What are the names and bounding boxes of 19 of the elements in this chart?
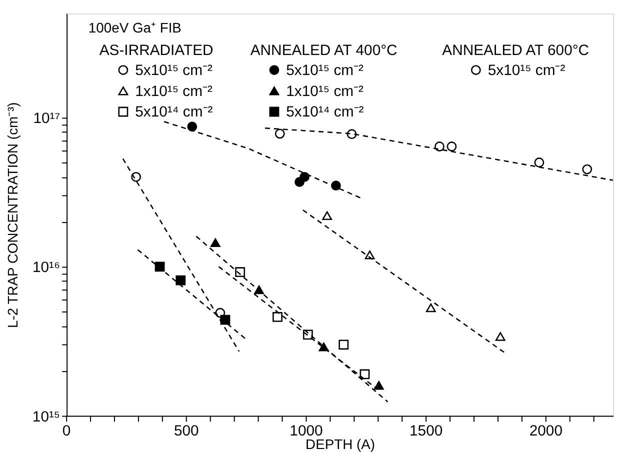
legend-label: 1x10¹⁵ cm⁻² <box>286 84 364 100</box>
legend-label: 5x10¹⁵ cm⁻² <box>488 62 566 79</box>
x-tick-label: 500 <box>174 424 199 440</box>
y-tick-label: 10¹⁷ <box>33 111 60 128</box>
y-tick-label: 10¹⁶ <box>32 260 60 276</box>
annotation: ANNEALED AT 400°C <box>250 43 398 60</box>
legend-label: 5x10¹⁴ cm⁻² <box>135 104 213 121</box>
annotation: ANNEALED AT 600°C <box>442 43 590 60</box>
x-tick-label: 1500 <box>410 424 443 440</box>
x-tick-label: 0 <box>62 424 71 440</box>
y-tick-label: 10¹⁵ <box>32 409 60 426</box>
legend-title: 100eV Ga⁺ FIB <box>88 19 182 36</box>
legend-label: 5x10¹⁴ cm⁻² <box>286 104 364 121</box>
y-axis-title: L-2 TRAP CONCENTRATION (cm⁻³) <box>4 102 20 328</box>
legend-label: 1x10¹⁵ cm⁻² <box>135 84 213 100</box>
annotation: AS-IRRADIATED <box>99 43 214 60</box>
legend-label: 5x10¹⁵ cm⁻² <box>135 62 213 79</box>
legend-label: 5x10¹⁵ cm⁻² <box>286 62 364 79</box>
x-tick-label: 2000 <box>529 424 562 440</box>
